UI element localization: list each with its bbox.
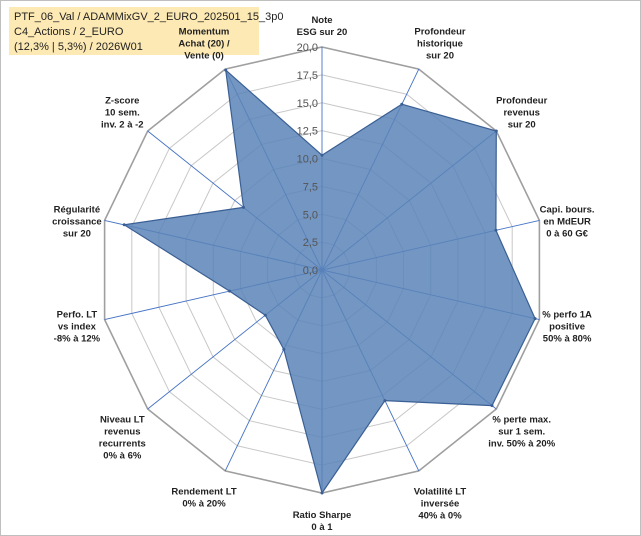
radar-tick-label: 20,0 bbox=[297, 42, 318, 54]
radar-tick-label: 7,5 bbox=[303, 181, 318, 193]
radar-axis-label: Capi. bours. en MdEUR 0 à 60 G€ bbox=[540, 205, 595, 240]
radar-tick-label: 15,0 bbox=[297, 98, 318, 110]
radar-axis-label: Note ESG sur 20 bbox=[297, 15, 348, 38]
radar-tick-label: 12,5 bbox=[297, 126, 318, 138]
portfolio-legend: PTF_06_Val / ADAMMixGV_2_EURO_202501_15_… bbox=[9, 7, 284, 55]
radar-axis-labels: Note ESG sur 20 Profondeur historique sur 20… bbox=[52, 15, 594, 533]
radar-data-point bbox=[282, 347, 286, 351]
radar-data-point bbox=[122, 223, 126, 227]
legend-line-asset-class: C4_Actions / 2_EURO bbox=[14, 26, 124, 38]
legend-line-stats: (12,3% | 5,3%) / 2026W01 bbox=[14, 41, 143, 53]
radar-axis-label: Momentum Achat (20) / Vente (0) bbox=[178, 26, 230, 61]
radar-axis-label: % perte max. sur 1 sem. inv. 50% à 20% bbox=[488, 415, 555, 450]
radar-data-point bbox=[263, 313, 267, 317]
radar-axis-label: Volatilité LT inversée 40% à 0% bbox=[414, 487, 467, 522]
radar-data-point bbox=[242, 205, 245, 209]
radar-tick-label: 5,0 bbox=[303, 209, 318, 221]
radar-tick-label: 2,5 bbox=[303, 237, 318, 249]
legend-line-portfolio: PTF_06_Val / ADAMMixGV_2_EURO_202501_15_… bbox=[14, 11, 284, 23]
radar-data-point bbox=[224, 68, 228, 72]
radar-axis-label: Z-score 10 sem. inv. 2 à -2 bbox=[101, 96, 144, 131]
radar-axis-label: Régularité croissance sur 20 bbox=[52, 205, 102, 240]
radar-data-point bbox=[228, 289, 232, 293]
radar-axis-label: Perfo. LT vs index -8% à 12% bbox=[54, 309, 101, 344]
radar-axis-label: % perfo 1A positive 50% à 80% bbox=[542, 309, 592, 344]
radar-data-point bbox=[320, 491, 324, 495]
radar-data-point bbox=[494, 228, 498, 232]
radar-data-point bbox=[383, 399, 387, 403]
radar-axis-label: Niveau LT revenus recurrents 0% à 6% bbox=[99, 415, 146, 462]
radar-data-point bbox=[400, 102, 404, 106]
radar-data-point bbox=[490, 404, 494, 408]
radar-axis-label: Rendement LT 0% à 20% bbox=[171, 487, 236, 510]
radar-data-point bbox=[533, 317, 537, 321]
radar-axis-label: Profondeur revenus sur 20 bbox=[496, 96, 547, 131]
radar-axis-label: Profondeur historique sur 20 bbox=[414, 26, 465, 61]
radar-tick-label: 0,0 bbox=[303, 265, 318, 277]
radar-tick-labels: 0,0 2,5 5,0 7,5 10,0 12,5 15,0 17,5 20,0 bbox=[297, 42, 318, 277]
radar-axis-label: Ratio Sharpe 0 à 1 bbox=[293, 510, 352, 533]
radar-data-point bbox=[494, 129, 498, 133]
radar-tick-label: 10,0 bbox=[297, 154, 318, 166]
radar-data-point bbox=[320, 153, 324, 157]
radar-series bbox=[122, 68, 537, 495]
radar-tick-label: 17,5 bbox=[297, 70, 318, 82]
